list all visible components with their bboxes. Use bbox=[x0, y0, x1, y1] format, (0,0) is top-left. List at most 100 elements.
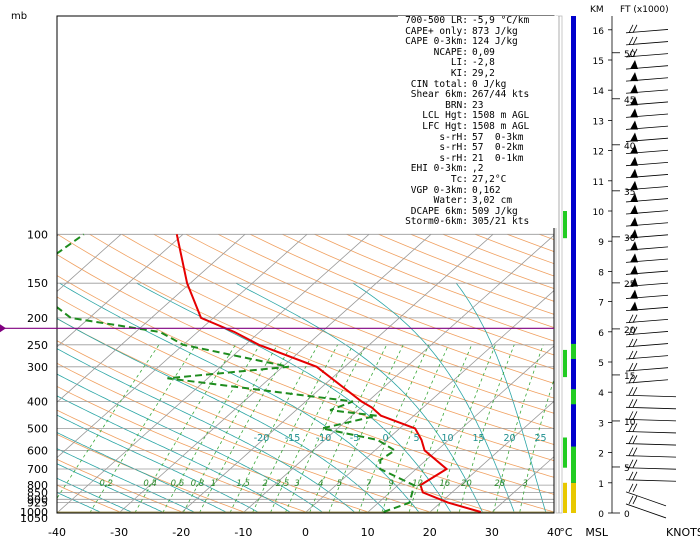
wind-barb-flag bbox=[630, 132, 638, 142]
wind-barb-feather bbox=[628, 362, 634, 372]
mixing-ratio-label: 2,5 bbox=[276, 479, 290, 489]
index-value: 23 bbox=[472, 99, 484, 111]
dry-adiabat bbox=[250, 233, 554, 356]
km-tick-label: 8 bbox=[598, 268, 604, 278]
isotherm-label: -20 bbox=[254, 433, 270, 444]
pressure-tick-label: 400 bbox=[27, 395, 48, 408]
ft-tick-label: 5 bbox=[624, 464, 630, 474]
km-tick-label: 13 bbox=[593, 117, 604, 127]
index-row: s-rH: 57 0-2km bbox=[398, 143, 558, 154]
mixing-ratio-label: 0,8 bbox=[191, 479, 205, 489]
isotherm-label: -15 bbox=[285, 433, 301, 444]
km-tick-label: 0 bbox=[598, 510, 604, 520]
wind-barb-shaft bbox=[625, 394, 677, 398]
index-value: 0,162 bbox=[472, 184, 501, 196]
wind-barb-shaft bbox=[625, 418, 677, 422]
index-value: 57 0-3km bbox=[472, 131, 524, 143]
index-row: Water: 3,02 cm bbox=[398, 195, 558, 207]
index-label: s-rH: bbox=[439, 131, 468, 143]
temperature-tick-label: -20 bbox=[172, 526, 190, 539]
wind-barb-feather bbox=[628, 326, 634, 335]
index-label: LI: bbox=[450, 57, 468, 69]
index-label: CAPE+ only: bbox=[405, 25, 468, 37]
mixing-ratio-label: 3 bbox=[294, 479, 299, 489]
index-value: ,2 bbox=[472, 163, 484, 175]
wind-barb-shaft bbox=[625, 431, 677, 434]
level-marker bbox=[0, 324, 554, 333]
km-tick-label: 2 bbox=[598, 450, 604, 460]
wind-barb-flag bbox=[630, 72, 638, 82]
index-label: s-rH: bbox=[439, 152, 468, 164]
index-row: EHI 0-3km: ,2 bbox=[398, 164, 558, 175]
dry-adiabat bbox=[57, 340, 497, 513]
km-header: KM bbox=[590, 5, 604, 15]
wind-barb-flag bbox=[630, 253, 638, 263]
dry-adiabat bbox=[57, 275, 554, 478]
isotherm-label: -5 bbox=[350, 433, 359, 444]
dry-adiabat bbox=[121, 233, 554, 414]
mixing-ratio-label: 0,6 bbox=[171, 479, 185, 489]
wind-barb-feather bbox=[632, 350, 638, 360]
wind-barb-shaft bbox=[625, 491, 667, 507]
temperature-tick-label: -10 bbox=[234, 526, 252, 539]
pressure-unit-label: mb bbox=[11, 11, 27, 22]
mixing-ratio-label: 28 bbox=[494, 479, 505, 489]
temperature-tick-label: 30 bbox=[485, 526, 499, 539]
index-row: VGP 0-3km: 0,162 bbox=[398, 184, 558, 197]
ft-tick-label: 30 bbox=[624, 234, 636, 244]
wind-barb-feather bbox=[632, 411, 638, 420]
index-row: LCL Hgt: 1508 m AGL bbox=[398, 111, 558, 122]
mixing-ratio-line bbox=[89, 344, 197, 513]
temperature-tick-label: 0 bbox=[302, 526, 309, 539]
blue-strip bbox=[571, 16, 576, 513]
axis-labels: mb10015020025030040050060070080085090092… bbox=[11, 11, 573, 539]
mixing-ratio-line bbox=[436, 344, 496, 513]
dry-adiabat bbox=[57, 233, 554, 445]
wind-barb-feather bbox=[632, 459, 638, 468]
isotherm bbox=[57, 234, 122, 293]
isotherm bbox=[490, 456, 554, 513]
index-row: KI: 29,2 bbox=[398, 68, 558, 80]
index-row: Storm0-6km: 305/21 kts bbox=[398, 217, 558, 228]
isotherm bbox=[57, 234, 184, 348]
mixing-ratio-label: 4 bbox=[318, 479, 323, 489]
pressure-tick-label: 1000 bbox=[20, 506, 48, 519]
dewpoint-profile bbox=[57, 233, 415, 513]
wind-barb-flag bbox=[630, 180, 638, 190]
mixing-ratio-label: 16 bbox=[439, 479, 450, 489]
isotherm bbox=[57, 234, 370, 513]
wind-barb-flag bbox=[630, 192, 638, 202]
mixing-ratio-label: 0,2 bbox=[99, 479, 113, 489]
mixing-ratio-label: 5 bbox=[337, 479, 342, 489]
wind-barb-feather bbox=[628, 48, 634, 58]
wind-barb-feather bbox=[632, 36, 638, 46]
mixing-ratio-line bbox=[408, 344, 473, 513]
wind-barb-feather bbox=[628, 338, 634, 348]
isotherm-label: 15 bbox=[472, 433, 484, 444]
wind-barb-feather bbox=[632, 338, 638, 348]
index-row: s-rH: 57 0-3km bbox=[398, 131, 558, 144]
mixing-ratio-line bbox=[57, 344, 160, 499]
plot-area bbox=[57, 233, 554, 513]
wind-barb-feather bbox=[628, 314, 634, 323]
mixing-ratio-label: 1 bbox=[211, 479, 216, 489]
mixing-ratio-line bbox=[492, 344, 544, 513]
index-value: 267/44 kts bbox=[472, 89, 530, 101]
wind-barb-shaft bbox=[625, 443, 677, 446]
ft-tick-label: 35 bbox=[624, 188, 635, 198]
index-label: s-rH: bbox=[439, 142, 468, 154]
dry-adiabat bbox=[57, 296, 554, 495]
isotherm-label: 0 bbox=[383, 433, 389, 444]
index-value: 873 J/kg bbox=[472, 25, 518, 37]
index-value: 0 J/kg bbox=[472, 78, 507, 90]
plot-frame bbox=[56, 15, 555, 514]
index-row: LFC Hgt: 1508 m AGL bbox=[398, 121, 558, 133]
km-tick-label: 12 bbox=[593, 148, 604, 158]
km-tick-label: 4 bbox=[598, 389, 604, 399]
index-value: 21 0-1km bbox=[472, 152, 524, 164]
strip-segment bbox=[563, 211, 567, 239]
wind-barb-feather bbox=[628, 423, 634, 432]
wind-barb-feather bbox=[632, 447, 638, 456]
pressure-tick-label: 900 bbox=[27, 493, 48, 506]
wind-barb-shaft bbox=[625, 406, 677, 410]
